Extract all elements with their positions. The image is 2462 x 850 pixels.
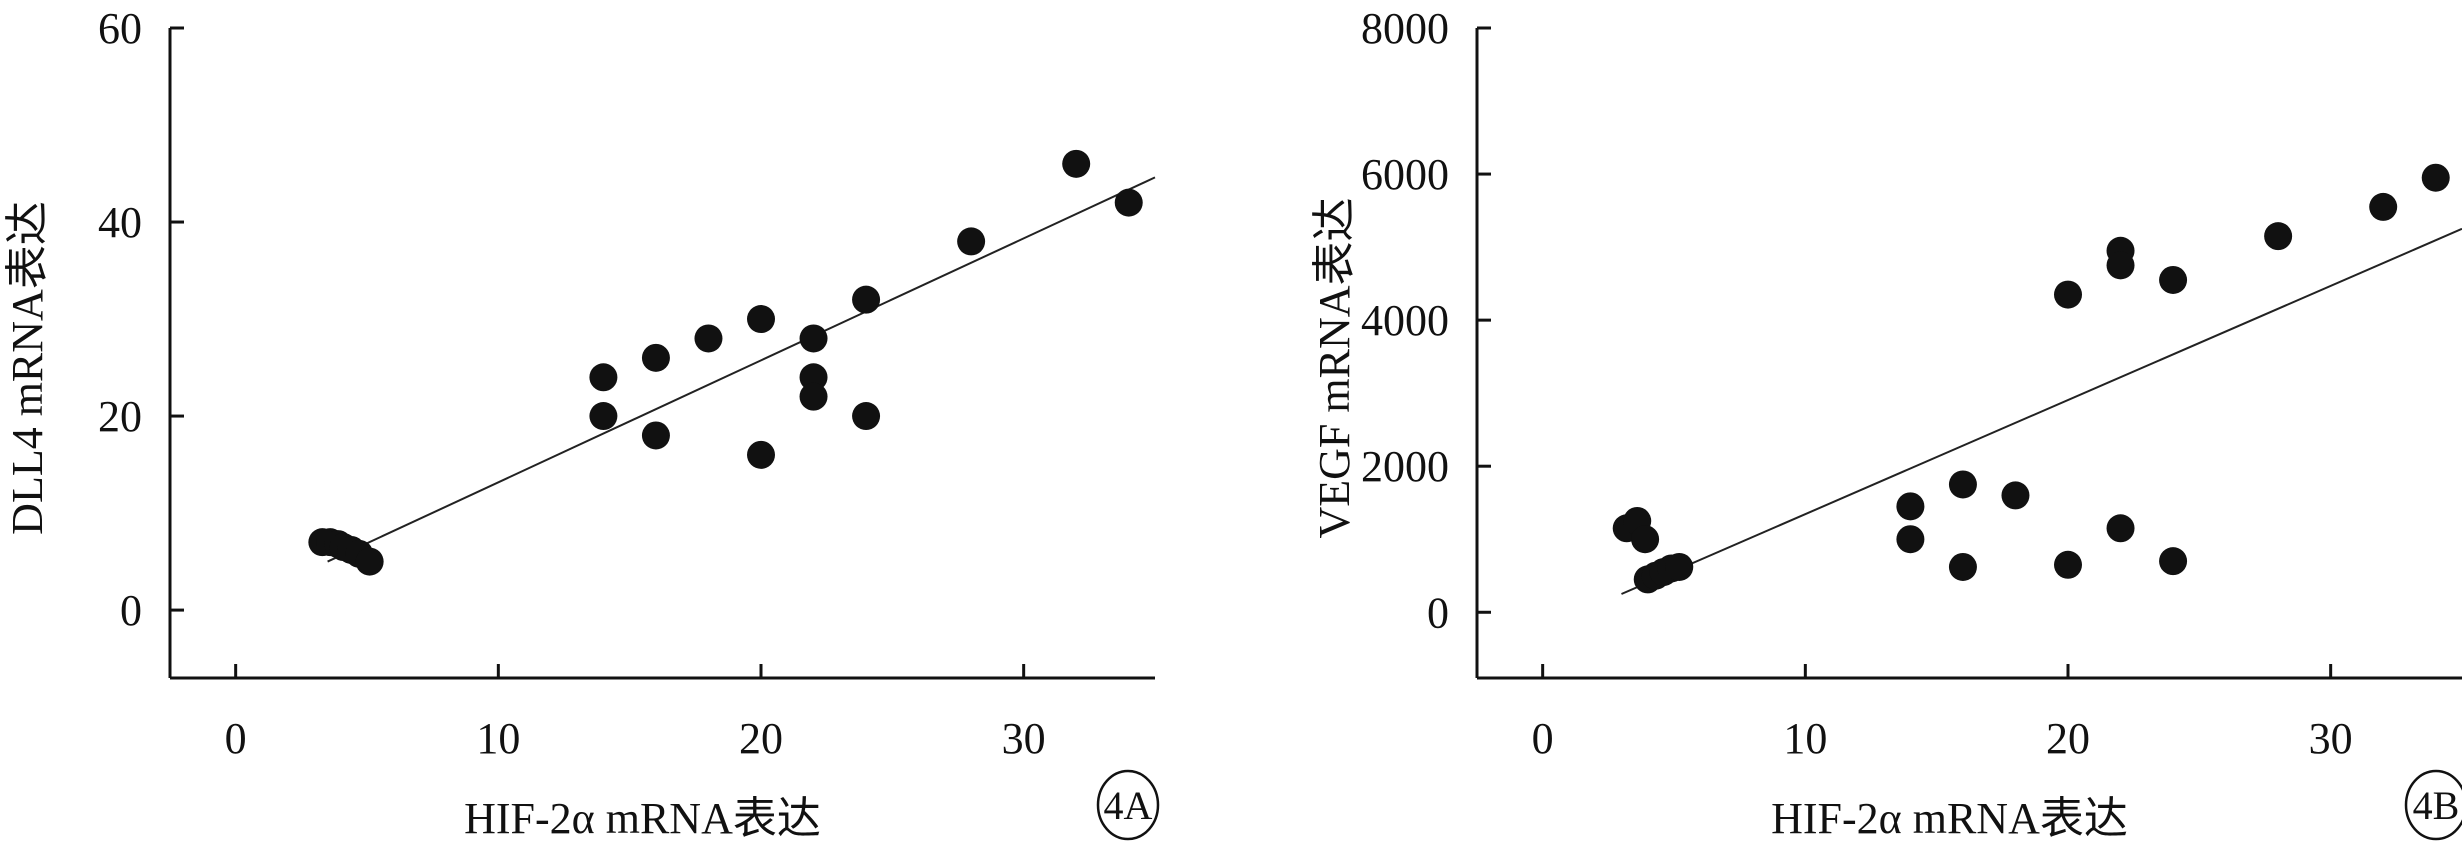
data-point [1631, 525, 1660, 554]
x-axis-title: HIF-2α mRNA表达 [464, 794, 821, 843]
data-point [1896, 492, 1925, 521]
y-tick-label: 0 [1427, 588, 1449, 637]
x-tick-label: 30 [1002, 714, 1046, 763]
y-tick-label: 0 [120, 586, 142, 635]
data-point [1948, 470, 1977, 499]
data-point [2159, 265, 2188, 294]
data-point [589, 402, 618, 431]
panel-tag-circle [2404, 769, 2462, 841]
panel-4a: 0 20 40 60 0 10 20 30 HIF-2α mRNA表达 DLL4 mRNA表达 4A [3, 4, 1160, 843]
x-tick-label: 0 [225, 714, 247, 763]
data-point [852, 285, 881, 314]
data-point [2106, 251, 2135, 280]
trend-line [1621, 227, 2462, 595]
x-tick-label: 0 [1532, 714, 1554, 763]
y-tick-label: 4000 [1361, 296, 1449, 345]
data-point [2001, 481, 2030, 510]
data-point [2421, 163, 2450, 192]
data-point [799, 363, 828, 392]
x-tick-label: 10 [476, 714, 520, 763]
data-point [1665, 552, 1694, 581]
y-tick-label: 8000 [1361, 4, 1449, 53]
panel-tag-label: 4A [1104, 783, 1153, 828]
data-point [1896, 525, 1925, 554]
panel-4b: 0 2000 4000 6000 8000 0 10 20 30 HIF-2α mRNA表达 VEG… [1310, 4, 2462, 843]
data-point [2264, 222, 2293, 251]
panel-tag-circle [1096, 769, 1160, 841]
data-point [694, 324, 723, 353]
x-tick-label: 30 [2309, 714, 2353, 763]
y-tick-label: 2000 [1361, 442, 1449, 491]
x-tick-label: 10 [1783, 714, 1827, 763]
y-tick-label: 6000 [1361, 150, 1449, 199]
data-point [2159, 547, 2188, 576]
x-tick-label: 20 [739, 714, 783, 763]
y-axis-title: DLL4 mRNA表达 [3, 201, 52, 535]
x-axis-title: HIF-2α mRNA表达 [1771, 794, 2128, 843]
data-point [355, 547, 384, 576]
data-point [799, 382, 828, 411]
data-point [1062, 149, 1091, 178]
data-point [2054, 280, 2082, 309]
data-point [589, 363, 618, 392]
data-point [641, 343, 670, 372]
data-point [641, 421, 670, 450]
data-point [957, 227, 986, 256]
data-point [1114, 188, 1143, 217]
y-tick-label: 20 [98, 392, 142, 441]
y-axis-title: VEGF mRNA表达 [1310, 197, 1359, 538]
y-tick-label: 60 [98, 4, 142, 53]
data-point [2369, 192, 2398, 221]
data-point [799, 324, 828, 353]
x-tick-label: 20 [2046, 714, 2090, 763]
data-point [2106, 514, 2135, 543]
data-point [747, 440, 775, 469]
panel-tag-label: 4B [2413, 783, 2460, 828]
data-point [852, 402, 881, 431]
data-point [2054, 550, 2082, 579]
data-point [747, 305, 775, 334]
trend-line [327, 176, 1156, 563]
data-point [1948, 552, 1977, 581]
y-tick-label: 40 [98, 198, 142, 247]
